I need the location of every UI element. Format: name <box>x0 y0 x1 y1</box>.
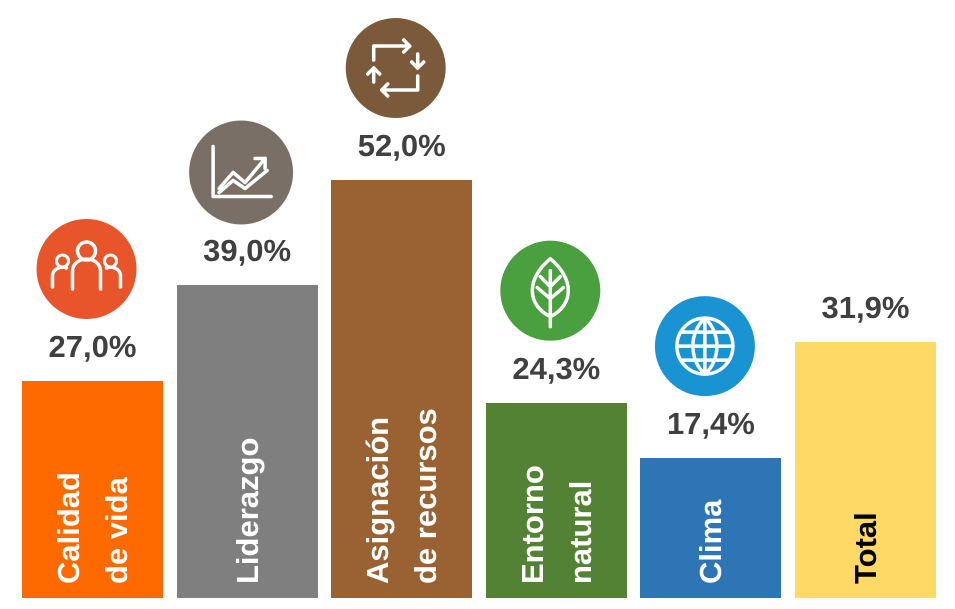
bar <box>795 341 936 598</box>
icon-leaf <box>500 240 601 341</box>
icon-cycle <box>345 18 446 118</box>
category-label: Liderazgo <box>229 437 265 584</box>
value-label: 52,0% <box>357 128 446 163</box>
value-label: 31,9% <box>821 289 910 325</box>
value-label: 39,0% <box>203 232 292 268</box>
bar <box>485 402 627 598</box>
value-label: 17,4% <box>666 406 755 442</box>
category-label: Calidad de vida <box>50 472 134 584</box>
icon-globe <box>654 296 755 397</box>
bar <box>22 380 163 598</box>
bar <box>640 458 782 598</box>
icon-people <box>36 218 137 319</box>
value-label: 24,3% <box>512 350 601 386</box>
icon-growth <box>189 120 294 225</box>
value-label: 27,0% <box>48 328 137 364</box>
category-label: Total <box>847 512 883 584</box>
bar <box>331 180 473 598</box>
bar <box>176 284 318 598</box>
category-label: Asignación de recursos <box>359 408 443 584</box>
category-label: Entorno natural <box>514 465 598 584</box>
category-label: Clima <box>692 499 728 584</box>
